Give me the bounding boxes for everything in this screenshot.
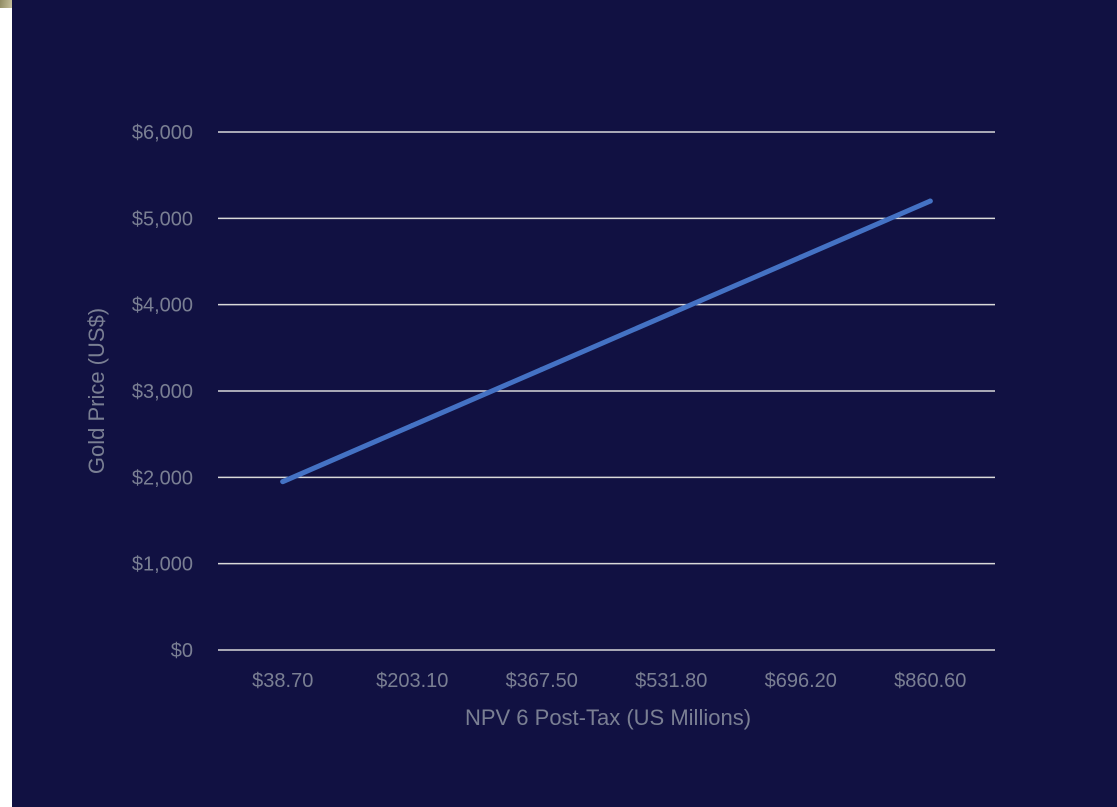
x-axis-tick-labels: $38.70 $203.10 $367.50 $531.80 $696.20 $860.6… <box>252 670 966 692</box>
y-tick-label: $2,000 <box>132 467 193 489</box>
chart-area <box>12 0 1117 807</box>
y-tick-label: $6,000 <box>132 122 193 144</box>
gridlines <box>218 131 995 651</box>
y-tick-label: $0 <box>171 640 193 662</box>
x-tick-label: $696.20 <box>765 670 837 692</box>
x-axis-title: NPV 6 Post-Tax (US Millions) <box>465 705 751 730</box>
y-tick-label: $5,000 <box>132 208 193 230</box>
data-point <box>927 198 933 204</box>
series-line <box>280 198 933 485</box>
x-tick-label: $203.10 <box>376 670 448 692</box>
y-tick-label: $3,000 <box>132 381 193 403</box>
y-tick-label: $4,000 <box>132 295 193 317</box>
x-tick-label: $38.70 <box>252 670 313 692</box>
y-tick-label: $1,000 <box>132 554 193 576</box>
data-point <box>798 254 804 260</box>
corner-decoration <box>0 0 22 8</box>
x-tick-label: $367.50 <box>506 670 578 692</box>
x-tick-label: $860.60 <box>894 670 966 692</box>
series-layer <box>280 198 933 485</box>
data-point <box>280 479 286 485</box>
y-axis-title: Gold Price (US$) <box>84 308 109 474</box>
y-axis-tick-labels: $0 $1,000 $2,000 $3,000 $4,000 $5,000 $6,000 <box>132 122 193 662</box>
x-tick-label: $531.80 <box>635 670 707 692</box>
data-point <box>668 310 674 316</box>
data-point <box>409 423 415 429</box>
data-point <box>539 366 545 372</box>
